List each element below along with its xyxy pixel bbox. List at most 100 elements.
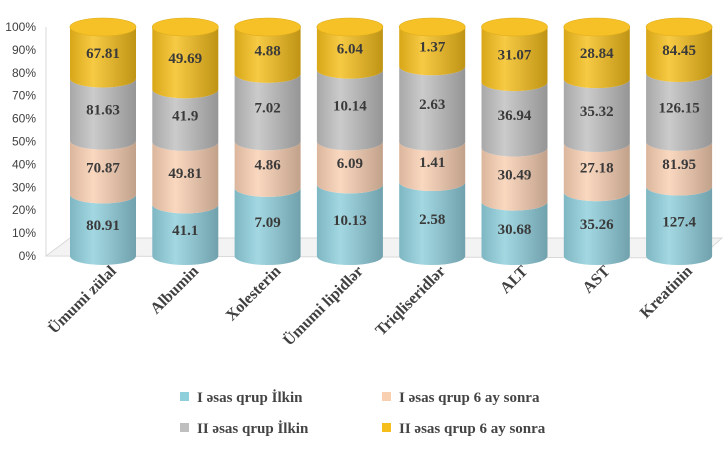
bar-segment	[399, 27, 466, 76]
data-label: 67.81	[86, 46, 120, 62]
y-tick-label: 0%	[19, 249, 37, 263]
bar-segment	[70, 78, 136, 150]
data-label: 80.91	[86, 218, 120, 234]
legend-label: I əsas qrup 6 ay sonra	[399, 390, 540, 406]
data-label: 70.87	[86, 161, 120, 177]
cylinder-bar	[152, 17, 219, 265]
bar-segment	[399, 141, 466, 192]
data-label: 126.15	[658, 100, 699, 116]
data-label: 7.09	[254, 215, 280, 231]
bar-segment	[481, 82, 548, 157]
bar-segment	[316, 184, 383, 265]
bar-segment	[481, 201, 548, 265]
bar-segment	[70, 27, 136, 88]
data-label: 36.94	[498, 108, 532, 124]
data-label: 35.32	[580, 104, 614, 120]
data-label: 1.41	[419, 155, 445, 171]
bar-segment	[399, 182, 466, 265]
legend-item: II əsas qrup 6 ay sonra	[382, 421, 546, 437]
cylinder-bar	[398, 17, 466, 265]
bar-segment	[234, 187, 301, 265]
data-label: 41.9	[172, 109, 198, 125]
y-tick-label: 10%	[12, 226, 36, 240]
bar-top-cap	[481, 17, 548, 37]
legend-label: II əsas qrup İlkin	[197, 420, 309, 437]
bar-segment	[563, 27, 630, 89]
data-label: 30.68	[498, 222, 532, 238]
data-label: 2.58	[419, 212, 445, 228]
cylinder-bar	[234, 17, 301, 265]
data-label: 35.26	[580, 217, 614, 233]
bar-segment	[481, 27, 548, 92]
bar-segment	[563, 143, 630, 202]
bar-segment	[234, 141, 301, 197]
bar-segment	[152, 89, 219, 151]
legend-item: I əsas qrup İlkin	[180, 389, 303, 406]
bar-top-cap	[152, 17, 219, 37]
data-label: 81.95	[662, 157, 696, 173]
data-label: 84.45	[662, 43, 696, 59]
bar-top-cap	[234, 17, 301, 37]
data-label: 30.49	[498, 168, 532, 184]
x-category-label: Kreatinin	[637, 263, 696, 322]
x-category-label: Ümumi lipidlər	[280, 262, 367, 349]
data-label: 81.63	[86, 103, 120, 119]
data-label: 1.37	[419, 40, 446, 56]
value-labels-group: 80.91 70.87 81.63 67.81 41.1 49.81 41.9 49.69 7.…	[86, 40, 700, 240]
bar-segment	[646, 186, 713, 265]
x-category-label: ALT	[497, 263, 531, 297]
bar-segment	[70, 194, 136, 265]
legend: I əsas qrup İlkin I əsas qrup 6 ay sonra I…	[180, 389, 546, 437]
legend-label: I əsas qrup İlkin	[197, 389, 303, 406]
data-label: 4.88	[254, 43, 280, 59]
bar-top-cap	[316, 17, 384, 37]
x-category-label: Xolesterin	[223, 263, 285, 325]
bar-segment	[152, 204, 219, 265]
bar-segment	[70, 140, 136, 204]
bar-segment	[234, 73, 301, 151]
cylinder-bar	[481, 17, 548, 265]
x-category-label: AST	[580, 263, 614, 297]
data-label: 28.84	[580, 46, 614, 62]
data-label: 27.18	[580, 161, 614, 177]
x-category-label: Triqliseridlər	[372, 263, 449, 340]
x-category-label: Albumin	[147, 263, 202, 318]
bar-segment	[399, 66, 466, 151]
y-tick-label: 70%	[12, 89, 36, 103]
bars-group	[69, 17, 713, 265]
bar-segment	[563, 79, 630, 153]
bar-top-cap	[398, 17, 466, 37]
x-category-label: Ümumi zülal	[45, 262, 121, 338]
legend-swatch	[382, 423, 391, 432]
bar-top-cap	[563, 17, 631, 37]
data-label: 49.69	[168, 51, 202, 67]
cylinder-bar	[69, 17, 137, 265]
legend-swatch	[180, 423, 189, 432]
data-label: 6.04	[337, 41, 364, 57]
bar-segment	[481, 147, 548, 211]
y-tick-label: 80%	[12, 66, 36, 80]
bar-segment	[316, 27, 383, 79]
bar-top-cap	[69, 17, 137, 37]
data-label: 6.09	[337, 156, 363, 172]
legend-swatch	[382, 392, 391, 401]
cylinder-bar	[316, 17, 384, 265]
data-label: 10.14	[333, 99, 367, 115]
bar-segment	[152, 141, 219, 214]
data-label: 41.1	[172, 223, 198, 239]
cylinder-bar	[563, 17, 631, 265]
bar-segment	[152, 27, 219, 99]
legend-item: I əsas qrup 6 ay sonra	[382, 390, 540, 406]
bar-segment	[234, 27, 301, 83]
y-tick-label: 50%	[12, 135, 36, 149]
data-label: 31.07	[498, 48, 532, 64]
bar-segment	[646, 141, 713, 196]
y-axis-ticks: 0% 10% 20% 30% 40% 50% 60% 70% 80% 90% 100%	[5, 20, 36, 263]
legend-swatch	[180, 392, 189, 401]
data-label: 4.86	[254, 158, 281, 174]
legend-label: II əsas qrup 6 ay sonra	[399, 421, 546, 437]
cylinder-bar	[645, 17, 713, 265]
legend-item: II əsas qrup İlkin	[180, 420, 309, 437]
